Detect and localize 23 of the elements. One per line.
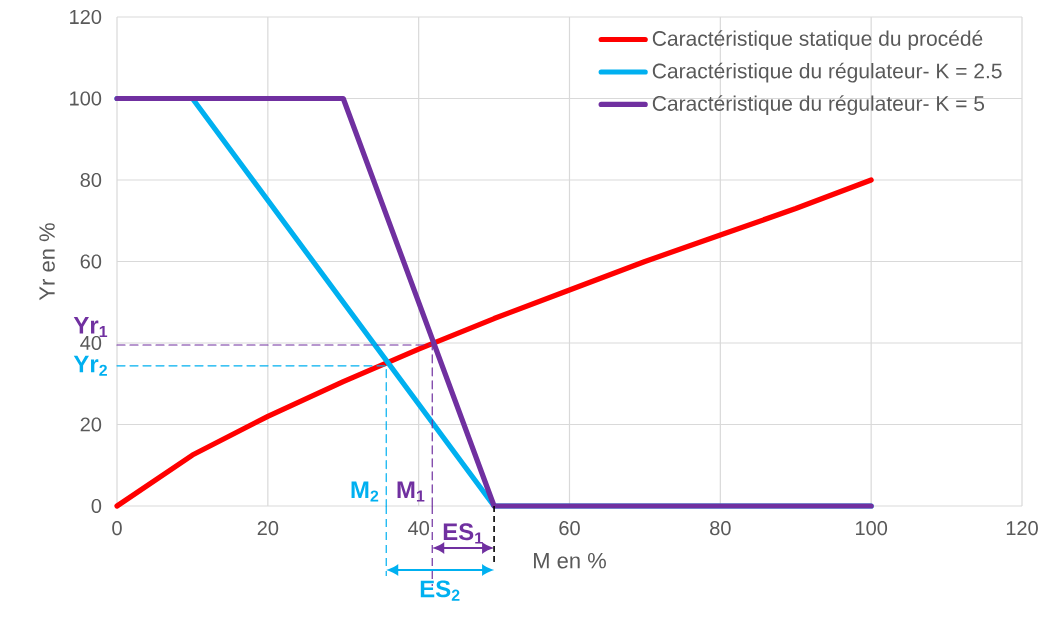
y-tick-label: 20 — [80, 417, 102, 432]
x-tick-label: 60 — [559, 521, 580, 536]
y-tick-label: 120 — [70, 9, 102, 25]
annotation: M$_{1}$ — [397, 481, 425, 502]
legend-label: Caractéristique du régulateur- K = 5 — [652, 95, 985, 116]
legend-label: Caractéristique du régulateur- K = 2.5 — [652, 62, 1002, 83]
x-axis-title: M en % — [534, 552, 606, 569]
annotation: Yr$_{2}$ — [73, 355, 107, 376]
x-tick-label: 80 — [710, 521, 731, 536]
x-tick-label: 0 — [112, 521, 122, 536]
legend-label: Caractéristique statique du procédé — [652, 30, 983, 51]
x-tick-label: 120 — [1006, 521, 1038, 536]
annotation: M$_{2}$ — [351, 481, 379, 502]
y-tick-label: 60 — [80, 254, 102, 269]
y-axis-title: Yr en % — [39, 223, 55, 301]
x-tick-label: 40 — [408, 521, 430, 536]
y-tick-label: 100 — [70, 91, 102, 106]
x-tick-label: 100 — [856, 521, 888, 536]
text: ES$_{2}$ — [420, 580, 460, 601]
text: ES$_{1}$ — [443, 523, 483, 544]
y-tick-label: 80 — [80, 172, 102, 188]
y-tick-label: 0 — [91, 498, 102, 514]
x-tick-label: 20 — [257, 521, 279, 536]
